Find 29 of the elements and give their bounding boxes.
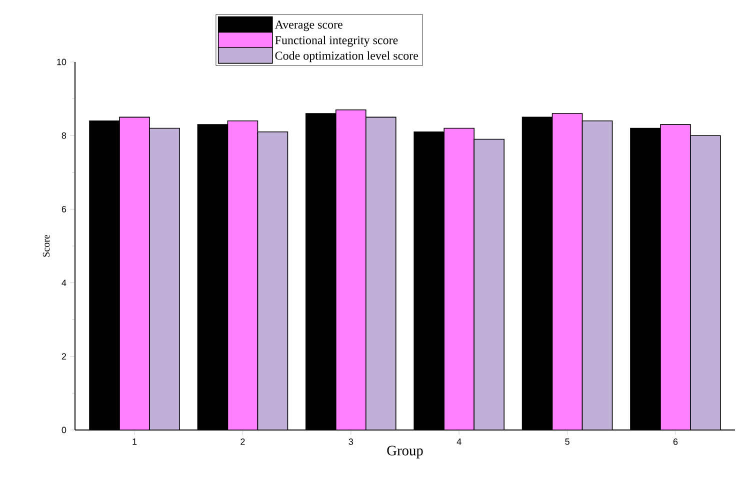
y-tick-label: 4 bbox=[62, 280, 66, 286]
bar bbox=[257, 132, 288, 430]
bar bbox=[690, 135, 721, 430]
bar bbox=[582, 120, 613, 430]
y-tick-label: 6 bbox=[62, 206, 66, 212]
bar bbox=[336, 109, 366, 430]
bar bbox=[444, 128, 474, 430]
bar bbox=[552, 113, 583, 430]
y-tick-label: 2 bbox=[62, 353, 66, 360]
x-axis-title: Group bbox=[387, 446, 423, 458]
legend-label: Average score bbox=[274, 20, 342, 32]
bar bbox=[227, 120, 258, 430]
legend-label: Code optimization level score bbox=[275, 51, 418, 62]
bar bbox=[366, 116, 396, 430]
x-tick-label: 3 bbox=[348, 438, 354, 445]
y-axis-title: Score bbox=[42, 234, 50, 257]
x-tick-label: 1 bbox=[132, 438, 137, 445]
x-tick-label: 4 bbox=[456, 438, 462, 445]
x-tick-label: 6 bbox=[673, 438, 678, 445]
bar bbox=[119, 116, 150, 430]
bar bbox=[660, 124, 691, 430]
bar bbox=[149, 128, 180, 430]
y-tick-label: 0 bbox=[62, 426, 66, 434]
legend-label: Functional integrity score bbox=[275, 36, 398, 47]
y-tick-label: 10 bbox=[57, 58, 66, 66]
x-tick-label: 2 bbox=[240, 438, 245, 445]
x-tick-label: 5 bbox=[565, 438, 570, 445]
bar bbox=[474, 138, 504, 430]
y-tick-label: 8 bbox=[62, 132, 66, 139]
